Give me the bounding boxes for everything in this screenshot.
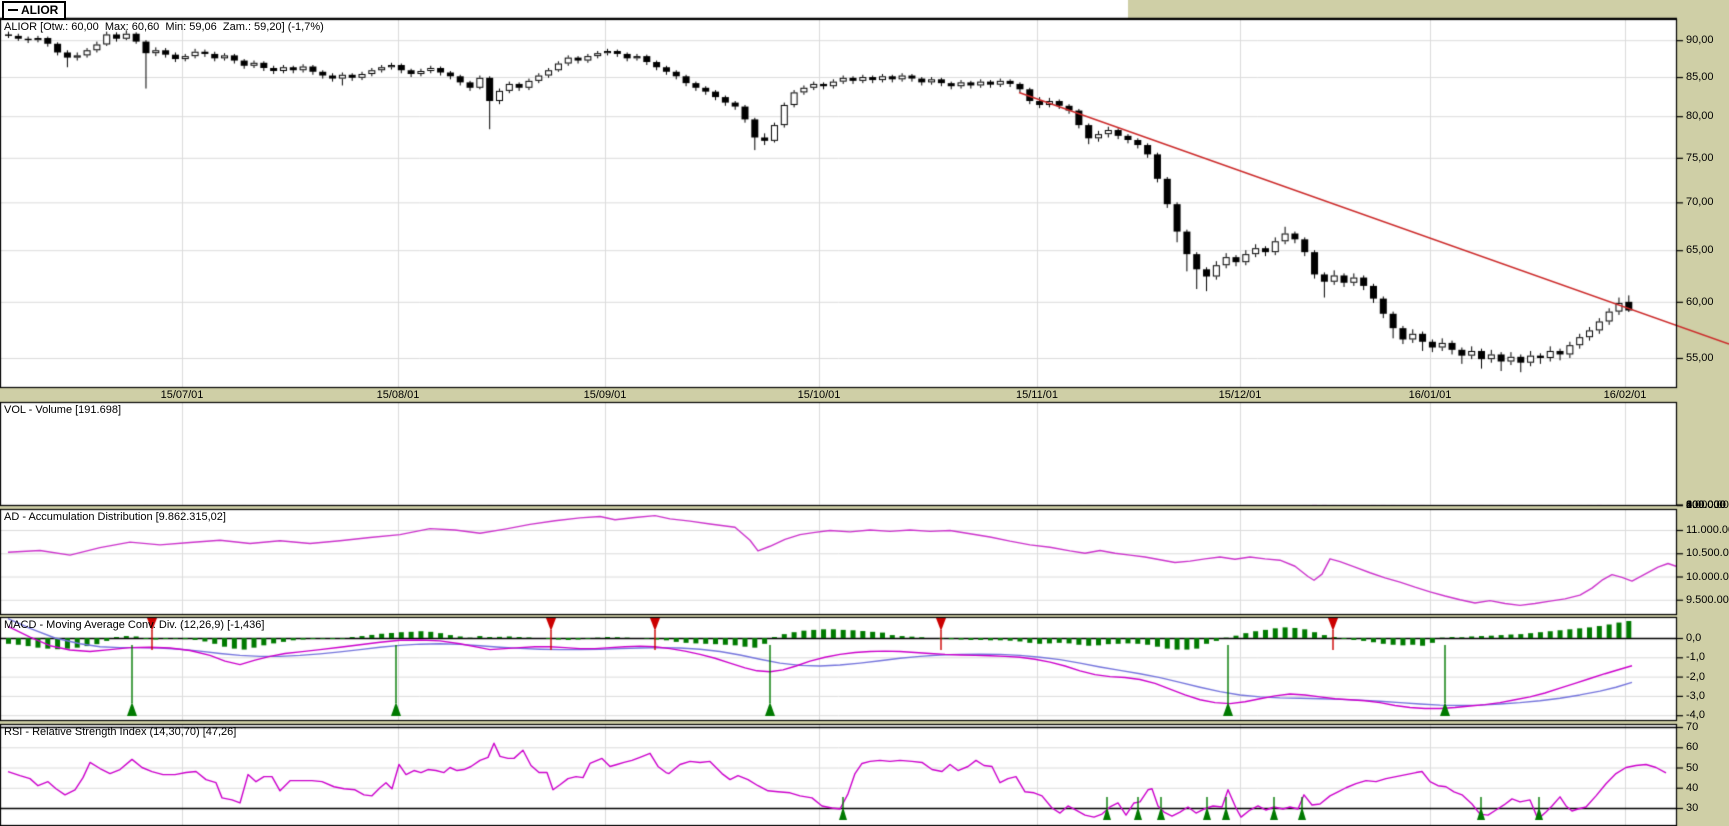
series-line-icon [8, 9, 18, 11]
series-tab[interactable]: ALIOR [2, 1, 67, 20]
series-tab-label: ALIOR [21, 3, 59, 17]
